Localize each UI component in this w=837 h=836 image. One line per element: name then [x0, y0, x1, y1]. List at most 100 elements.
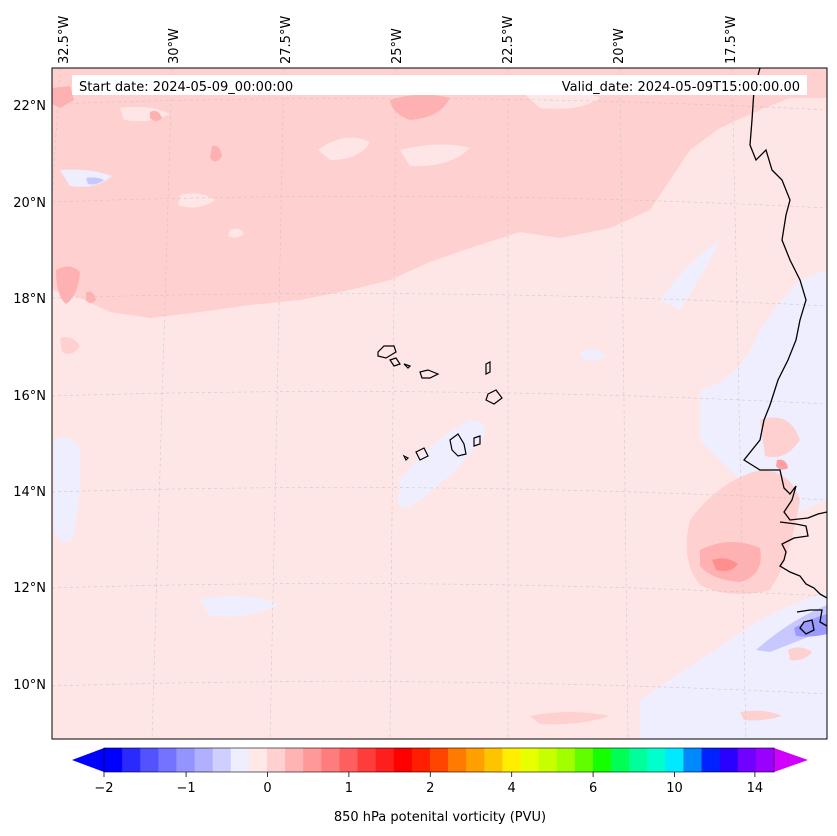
positive-vorticity-patch-west	[60, 337, 80, 354]
colorbar-cell	[502, 748, 521, 772]
colorbar-cell	[448, 748, 467, 772]
island	[389, 357, 401, 367]
island	[473, 435, 481, 447]
colorbar-extend-min	[72, 748, 104, 772]
colorbar-cell	[339, 748, 359, 772]
island	[403, 363, 412, 369]
colorbar: −2 −1 0 1 2 4 6 10 14 850 hPa potenital vorticit…	[72, 747, 808, 825]
lat-label: 12°N	[13, 581, 46, 596]
negative-vorticity-patch	[398, 420, 486, 508]
colorbar-tick-label: 2	[426, 781, 434, 796]
colorbar-cell	[411, 748, 431, 772]
colorbar-cell	[629, 748, 648, 772]
colorbar-cell	[701, 748, 721, 772]
colorbar-cell	[520, 748, 540, 772]
medium-positive-spot	[86, 291, 96, 303]
colorbar-tick-label: 10	[666, 781, 683, 796]
colorbar-cell	[665, 748, 684, 772]
colorbar-label: 850 hPa potenital vorticity (PVU)	[334, 810, 546, 825]
colorbar-tick-label: 0	[263, 781, 271, 796]
lat-label: 16°N	[13, 389, 46, 404]
colorbar-tick-label: 6	[589, 781, 597, 796]
colorbar-tick-label: 4	[508, 781, 516, 796]
colorbar-frame	[103, 747, 775, 773]
info-box	[72, 75, 807, 95]
island	[419, 369, 440, 379]
colorbar-cell	[321, 748, 340, 772]
island	[485, 361, 491, 375]
lon-label: 22.5°W	[501, 16, 516, 64]
valid-date-label: Valid_date: 2024-05-09T15:00:00.00	[562, 80, 800, 95]
positive-vorticity-patch-south	[530, 712, 610, 725]
lon-label: 30°W	[167, 28, 182, 64]
colorbar-cell	[647, 748, 666, 772]
colorbar-extend-max	[774, 748, 808, 772]
lat-label: 22°N	[13, 99, 46, 114]
island	[415, 447, 429, 461]
positive-vorticity-coastal	[776, 459, 788, 470]
lon-label: 27.5°W	[279, 16, 294, 64]
background-patch	[400, 144, 470, 167]
lon-label: 17.5°W	[724, 16, 739, 64]
colorbar-cell	[429, 748, 449, 772]
negative-vorticity-patch	[54, 437, 81, 543]
colorbar-cell	[176, 748, 196, 772]
colorbar-cell	[266, 748, 286, 772]
lon-label: 25°W	[390, 28, 405, 64]
medium-positive-spot	[52, 86, 74, 108]
graticule	[52, 68, 827, 739]
medium-positive-spot	[210, 145, 222, 162]
colorbar-cell	[122, 748, 141, 772]
negative-vorticity-region-southeast	[640, 592, 827, 739]
negative-vorticity-patch	[86, 177, 104, 185]
lat-label: 18°N	[13, 292, 46, 307]
colorbar-cell	[574, 748, 594, 772]
island	[485, 389, 503, 405]
map-panel	[52, 68, 827, 739]
colorbar-cell	[683, 748, 703, 772]
colorbar-cell	[592, 748, 612, 772]
island	[377, 345, 397, 359]
colorbar-cell	[158, 748, 177, 772]
colorbar-cell	[194, 748, 214, 772]
lat-label: 14°N	[13, 485, 46, 500]
medium-positive-spot	[390, 94, 450, 120]
start-date-label: Start date: 2024-05-09_00:00:00	[79, 80, 293, 95]
colorbar-cell	[538, 748, 558, 772]
background-patch	[228, 228, 244, 238]
colorbar-cell	[737, 748, 757, 772]
island	[402, 454, 410, 462]
positive-vorticity-max-southeast	[712, 558, 738, 572]
colorbar-cell	[104, 748, 123, 772]
colorbar-tick-label: −2	[94, 781, 113, 796]
colorbar-cell	[466, 748, 485, 772]
negative-vorticity-coastal	[700, 270, 827, 520]
negative-vorticity-core-southeast	[756, 605, 827, 652]
colorbar-cells	[104, 748, 775, 772]
lon-label: 20°W	[612, 28, 627, 64]
cape-verde-islands	[377, 345, 503, 462]
colorbar-tick-label: −1	[176, 781, 195, 796]
colorbar-cell	[357, 748, 377, 772]
colorbar-tick-label: 1	[345, 781, 353, 796]
colorbar-cell	[303, 748, 322, 772]
background-patch	[178, 193, 215, 208]
colorbar-cell	[719, 748, 739, 772]
lat-label: 10°N	[13, 678, 46, 693]
colorbar-cell	[212, 748, 232, 772]
latitude-labels: 22°N 20°N 18°N 16°N 14°N 12°N 10°N	[13, 99, 46, 693]
colorbar-cell	[230, 748, 250, 772]
map-frame	[51, 67, 828, 740]
negative-vorticity-patch	[660, 240, 720, 310]
colorbar-cell	[248, 748, 268, 772]
negative-vorticity-patch	[200, 595, 280, 617]
positive-vorticity-coastal	[760, 417, 800, 458]
medium-positive-spot	[150, 110, 162, 121]
colorbar-cell	[611, 748, 630, 772]
negative-vorticity-patch	[580, 349, 606, 361]
colorbar-cell	[556, 748, 576, 772]
positive-vorticity-region-northwest	[52, 68, 827, 318]
african-coastline	[743, 68, 827, 635]
lat-label: 20°N	[13, 196, 46, 211]
